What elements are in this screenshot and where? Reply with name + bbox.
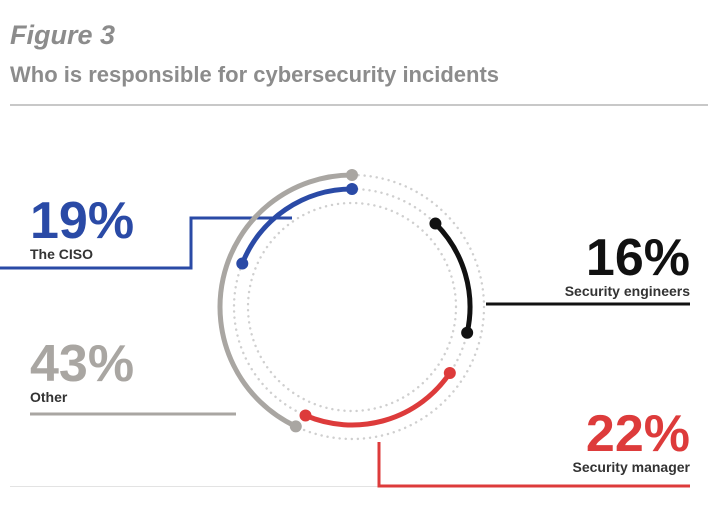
value-label-other: 43%: [30, 335, 134, 393]
arc-security-engineers: [432, 221, 473, 336]
chart-marks: [0, 169, 690, 488]
arc-start-dot-other: [346, 169, 358, 181]
arc-other: [217, 172, 355, 429]
value-label-security-engineers: 16%: [586, 229, 690, 287]
arc-end-dot-other: [289, 420, 302, 433]
arc-start-dot-security-engineers: [429, 217, 442, 230]
guide-ring-3: [246, 201, 458, 413]
chart-title: Who is responsible for cybersecurity inc…: [10, 62, 500, 87]
arc-start-dot-the-ciso: [346, 183, 358, 195]
arc-the-ciso: [239, 186, 355, 267]
value-label-the-ciso: 19%: [30, 192, 134, 250]
bottom-divider: [10, 486, 688, 487]
arc-end-dot-the-ciso: [236, 257, 249, 270]
value-label-security-manager: 22%: [586, 405, 690, 463]
chart-labels: 19%The CISO 16%Security engineers 43%Other…: [30, 192, 691, 475]
arc-security-manager: [303, 370, 453, 428]
arc-end-dot-security-engineers: [461, 326, 474, 339]
leader-line-security-manager: [377, 442, 690, 488]
category-label-security-manager: Security manager: [573, 459, 691, 475]
category-label-the-ciso: The CISO: [30, 246, 93, 262]
category-label-other: Other: [30, 389, 68, 405]
arc-start-dot-security-manager: [443, 366, 456, 379]
figure-label: Figure 3: [10, 20, 116, 50]
category-label-security-engineers: Security engineers: [565, 283, 690, 299]
leader-line-the-ciso: [0, 216, 292, 270]
arc-end-dot-security-manager: [299, 409, 312, 422]
title-divider: [10, 104, 708, 106]
